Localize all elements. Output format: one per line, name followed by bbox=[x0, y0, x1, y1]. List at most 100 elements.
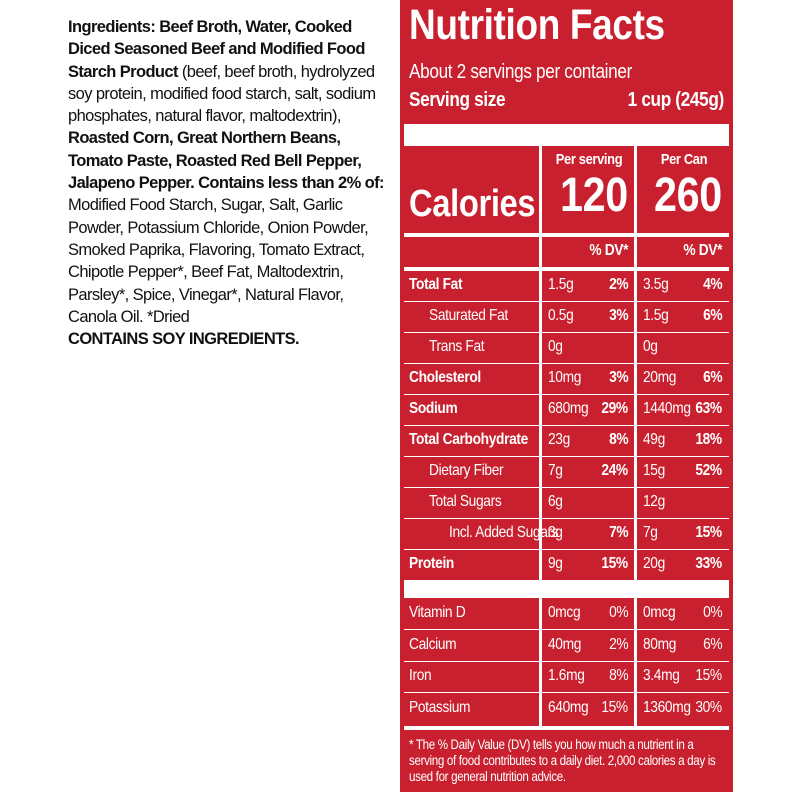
amount: 20g bbox=[643, 555, 665, 573]
daily-value: 15% bbox=[695, 667, 722, 685]
amount: 7g bbox=[548, 462, 563, 480]
amount: 20mg bbox=[643, 369, 677, 387]
amount: 23g bbox=[548, 431, 570, 449]
rule bbox=[404, 456, 729, 457]
daily-value: 2% bbox=[608, 276, 629, 294]
rule bbox=[404, 726, 729, 730]
rule bbox=[404, 301, 729, 302]
daily-value: 6% bbox=[702, 369, 723, 387]
servings: About 2 servings per container bbox=[409, 61, 632, 83]
amount: 0mcg bbox=[548, 604, 581, 622]
amount: 1.6mg bbox=[548, 667, 585, 685]
nutrient-name: Total Fat bbox=[409, 276, 463, 294]
footnote: * The % Daily Value (DV) tells you how m… bbox=[409, 737, 716, 784]
rule bbox=[404, 425, 729, 426]
nutrition-label: Nutrition Facts About 2 servings per cont… bbox=[400, 0, 733, 792]
daily-value: 52% bbox=[695, 462, 722, 480]
amount: 680mg bbox=[548, 400, 589, 418]
daily-value: 8% bbox=[608, 667, 629, 685]
amount: 15g bbox=[643, 462, 665, 480]
amount: 12g bbox=[643, 493, 665, 511]
amount: 1440mg bbox=[643, 400, 691, 418]
serving-size-label: Serving size bbox=[409, 89, 506, 111]
amount: 640mg bbox=[548, 698, 589, 716]
daily-value: 15% bbox=[695, 524, 722, 542]
ingredients-segment: Modified Food Starch, Sugar, Salt, Garli… bbox=[68, 196, 369, 326]
daily-value: 24% bbox=[601, 462, 628, 480]
amount: 3.4mg bbox=[643, 667, 680, 685]
daily-value: 6% bbox=[702, 307, 723, 325]
nutrient-name: Potassium bbox=[409, 698, 471, 716]
daily-value: 2% bbox=[608, 635, 629, 653]
rule bbox=[404, 394, 729, 395]
rule bbox=[404, 487, 729, 488]
ingredients-segment: (beef, beef broth, hydrolyzed soy protei… bbox=[68, 62, 376, 126]
rule bbox=[404, 267, 729, 271]
dv-header: % DV* bbox=[589, 242, 628, 260]
amount: 1.5g bbox=[548, 276, 574, 294]
column-divider bbox=[539, 146, 542, 727]
amount: 9g bbox=[548, 555, 563, 573]
nutrient-name: Calcium bbox=[409, 635, 457, 653]
thick-rule bbox=[404, 124, 729, 146]
amount: 3g bbox=[548, 524, 563, 542]
nutrient-name: Sodium bbox=[409, 400, 458, 418]
column-header: Per serving bbox=[555, 151, 623, 168]
thick-rule bbox=[404, 580, 729, 598]
amount: 3.5g bbox=[643, 276, 669, 294]
nutrient-name: Cholesterol bbox=[409, 369, 481, 387]
column-header: Per Can bbox=[660, 151, 708, 168]
calories-value: 120 bbox=[560, 169, 628, 223]
daily-value: 7% bbox=[608, 524, 629, 542]
nutrient-name: Dietary Fiber bbox=[429, 462, 504, 480]
dv-header: % DV* bbox=[683, 242, 722, 260]
serving-size: 1 cup (245g) bbox=[627, 89, 725, 111]
daily-value: 3% bbox=[608, 369, 629, 387]
ingredients-text: Ingredients: Beef Broth, Water, Cooked D… bbox=[68, 16, 388, 328]
daily-value: 8% bbox=[608, 431, 629, 449]
title: Nutrition Facts bbox=[409, 1, 665, 50]
nutrient-name: Saturated Fat bbox=[429, 307, 508, 325]
rule bbox=[404, 233, 729, 237]
daily-value: 29% bbox=[601, 400, 628, 418]
rule bbox=[404, 629, 729, 630]
ingredients-segment: Ingredients: Beef Broth, Water, Cooked D… bbox=[68, 18, 365, 81]
nutrient-name: Total Carbohydrate bbox=[409, 431, 528, 449]
amount: 40mg bbox=[548, 635, 582, 653]
amount: 0mcg bbox=[643, 604, 676, 622]
allergens: CONTAINS SOY INGREDIENTS. bbox=[68, 330, 300, 349]
calories-label: Calories bbox=[409, 183, 536, 226]
amount: 7g bbox=[643, 524, 658, 542]
amount: 6g bbox=[548, 493, 563, 511]
daily-value: 0% bbox=[608, 604, 629, 622]
nutrient-name: Incl. Added Sugars bbox=[449, 524, 559, 542]
nutrient-name: Protein bbox=[409, 555, 455, 573]
column-divider bbox=[634, 146, 637, 727]
nutrient-name: Total Sugars bbox=[429, 493, 502, 511]
amount: 0.5g bbox=[548, 307, 574, 325]
daily-value: 33% bbox=[695, 555, 722, 573]
rule bbox=[404, 518, 729, 519]
nutrient-name: Iron bbox=[409, 667, 432, 685]
daily-value: 30% bbox=[695, 698, 722, 716]
ingredients: Ingredients: Beef Broth, Water, Cooked D… bbox=[68, 16, 388, 350]
rule bbox=[404, 363, 729, 364]
nutrient-name: Vitamin D bbox=[409, 604, 466, 622]
rule bbox=[404, 549, 729, 550]
rule bbox=[404, 660, 729, 662]
daily-value: 18% bbox=[695, 431, 722, 449]
amount: 49g bbox=[643, 431, 665, 449]
daily-value: 6% bbox=[702, 635, 723, 653]
amount: 0g bbox=[643, 338, 658, 356]
amount: 80mg bbox=[643, 635, 677, 653]
rule bbox=[404, 332, 729, 333]
calories-value: 260 bbox=[654, 169, 722, 223]
daily-value: 0% bbox=[702, 604, 723, 622]
amount: 0g bbox=[548, 338, 563, 356]
rule bbox=[404, 692, 729, 693]
daily-value: 15% bbox=[601, 698, 628, 716]
daily-value: 3% bbox=[608, 307, 629, 325]
nutrient-name: Trans Fat bbox=[429, 338, 485, 356]
ingredients-segment: Roasted Corn, Great Northern Beans, Toma… bbox=[68, 129, 384, 193]
